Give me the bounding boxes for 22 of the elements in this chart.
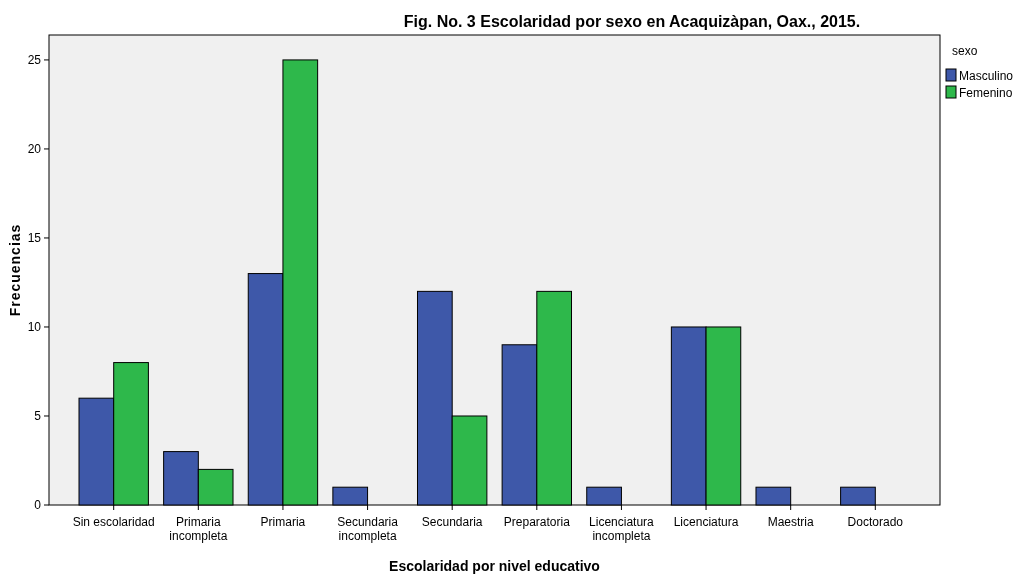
x-tick-label: Secundaria (421, 515, 483, 529)
y-tick-label: 0 (34, 498, 42, 513)
x-tick-label: Preparatoria (503, 515, 571, 529)
x-tick-label: Doctorado (847, 515, 904, 529)
y-tick-label: 10 (27, 320, 42, 335)
legend-title: sexo (952, 44, 978, 58)
y-axis-title: Frecuencias (7, 223, 23, 317)
legend-label: Femenino (959, 86, 1013, 100)
y-tick-label: 5 (34, 409, 42, 424)
x-tick-label: Primaria (260, 515, 306, 529)
chart-title: Fig. No. 3 Escolaridad por sexo en Acaquizàpan, Oax., 2015. (403, 13, 861, 30)
y-tick-label: 15 (27, 231, 42, 246)
x-tick-label: Maestria (767, 515, 815, 529)
x-tick-label: Licenciatura (673, 515, 739, 529)
x-tick-label: Licenciatura incompleta (589, 515, 655, 543)
x-tick-label: Sin escolaridad (72, 515, 155, 529)
x-tick-label: Secundaria incompleta (337, 515, 399, 543)
x-axis-title: Escolaridad por nivel educativo (389, 558, 600, 574)
y-tick-label: 20 (27, 142, 42, 157)
x-tick-label: Primaria incompleta (169, 515, 228, 543)
y-tick-label: 25 (27, 53, 42, 68)
legend-label: Masculino (959, 69, 1014, 83)
